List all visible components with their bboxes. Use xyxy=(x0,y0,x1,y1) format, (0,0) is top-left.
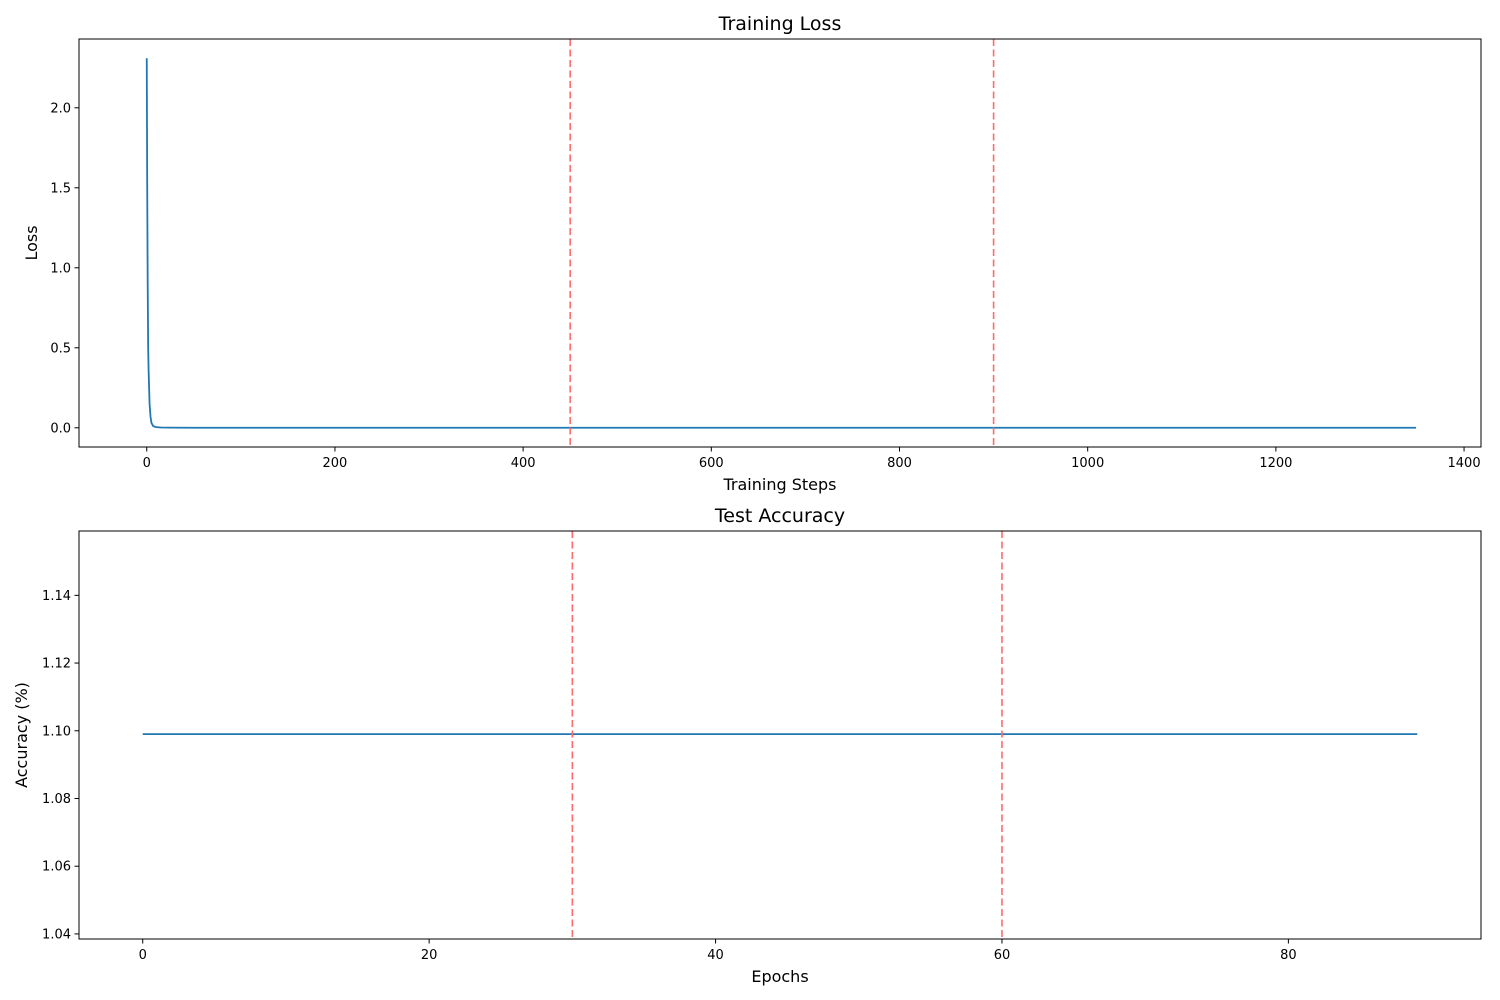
x-tick-label: 600 xyxy=(699,456,724,471)
y-tick-label: 0.0 xyxy=(50,421,71,436)
chart-title: Training Loss xyxy=(718,13,842,35)
y-tick-label: 1.10 xyxy=(42,724,71,739)
training-loss-panel: Training Loss Training Steps Loss 0 200 40… xyxy=(22,13,1482,494)
x-tick-label: 400 xyxy=(511,456,536,471)
y-tick-label: 1.08 xyxy=(42,792,71,807)
x-axis-label: Epochs xyxy=(751,967,808,986)
x-tick-label: 0 xyxy=(143,456,151,471)
y-tick-label: 0.5 xyxy=(50,341,71,356)
x-tick-label: 20 xyxy=(421,948,438,963)
y-tick-label: 1.04 xyxy=(42,927,71,942)
x-axis-label: Training Steps xyxy=(723,475,837,494)
plot-area-frame xyxy=(78,530,1482,940)
x-tick-label: 1400 xyxy=(1448,456,1481,471)
test-accuracy-panel: Test Accuracy Epochs Accuracy (%) 0 20 40 6… xyxy=(12,505,1482,986)
series-line xyxy=(145,58,1417,429)
x-tick-label: 1000 xyxy=(1071,456,1104,471)
x-tick-label: 80 xyxy=(1280,948,1297,963)
y-tick-label: 1.06 xyxy=(42,860,71,875)
x-tick-label: 60 xyxy=(994,948,1011,963)
y-axis-label: Accuracy (%) xyxy=(12,682,31,788)
y-tick-label: 1.5 xyxy=(50,181,71,196)
y-axis-label: Loss xyxy=(22,225,41,260)
x-tick-label: 200 xyxy=(323,456,348,471)
x-tick-label: 800 xyxy=(887,456,912,471)
x-tick-label: 0 xyxy=(139,948,147,963)
chart-title: Test Accuracy xyxy=(714,505,845,527)
y-tick-label: 2.0 xyxy=(50,101,71,116)
plot-area-frame xyxy=(78,38,1482,448)
x-tick-label: 40 xyxy=(707,948,724,963)
y-tick-label: 1.14 xyxy=(42,589,71,604)
y-tick-label: 1.0 xyxy=(50,261,71,276)
x-tick-label: 1200 xyxy=(1259,456,1292,471)
y-tick-label: 1.12 xyxy=(42,657,71,672)
